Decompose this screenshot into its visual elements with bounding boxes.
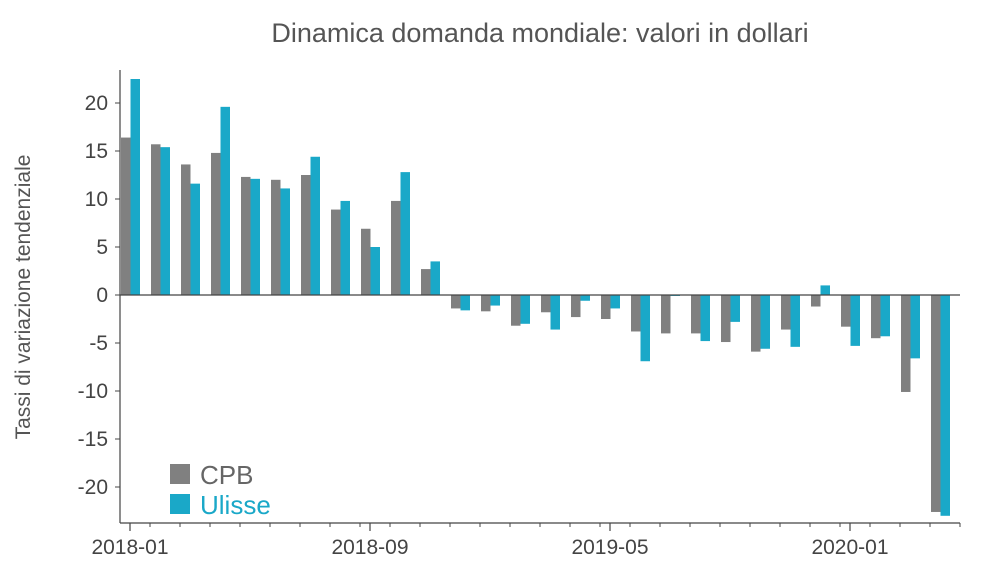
- bar-cpb: [601, 295, 611, 319]
- bar-cpb: [271, 179, 281, 295]
- bar-ulisse: [580, 295, 590, 301]
- bars: [121, 79, 950, 516]
- bar-ulisse: [250, 178, 260, 295]
- bar-cpb: [301, 175, 311, 295]
- bar-cpb: [121, 137, 131, 295]
- bar-ulisse: [730, 295, 740, 322]
- bar-ulisse: [850, 295, 860, 346]
- bar-ulisse: [340, 200, 350, 295]
- bar-ulisse: [310, 156, 320, 295]
- bar-ulisse: [370, 247, 380, 295]
- axes: [119, 70, 960, 524]
- legend-label-ulisse: Ulisse: [200, 490, 271, 520]
- y-tick-label: -20: [78, 476, 108, 499]
- bar-ulisse: [550, 295, 560, 330]
- y-tick-label: 10: [85, 188, 108, 211]
- bar-cpb: [631, 295, 641, 332]
- y-tick-label: -15: [78, 428, 108, 451]
- bar-cpb: [241, 176, 251, 295]
- bar-ulisse: [430, 261, 440, 295]
- bar-ulisse: [610, 295, 620, 309]
- legend: CPB Ulisse: [170, 460, 271, 520]
- y-tick-label: 15: [85, 140, 108, 163]
- y-tick-label: 0: [96, 284, 108, 307]
- bar-cpb: [571, 295, 581, 318]
- bar-ulisse: [910, 295, 920, 359]
- bar-cpb: [151, 144, 161, 295]
- y-tick-label: -10: [78, 380, 108, 403]
- bar-cpb: [871, 295, 881, 339]
- bar-ulisse: [880, 295, 890, 337]
- bar-cpb: [931, 295, 941, 512]
- bar-ulisse: [400, 172, 410, 295]
- bar-cpb: [781, 295, 791, 330]
- bar-cpb: [421, 269, 431, 295]
- bar-ulisse: [640, 295, 650, 362]
- legend-label-cpb: CPB: [200, 460, 253, 490]
- legend-swatch-ulisse: [170, 494, 190, 514]
- bar-ulisse: [940, 295, 950, 516]
- bar-ulisse: [160, 147, 170, 295]
- x-tick-label: 2019-05: [571, 536, 648, 559]
- bar-ulisse: [520, 295, 530, 324]
- bar-ulisse: [700, 295, 710, 342]
- bar-cpb: [541, 295, 551, 313]
- y-tick-label: 5: [96, 236, 108, 259]
- bar-ulisse: [190, 183, 200, 295]
- bar-ulisse: [760, 295, 770, 349]
- bar-cpb: [751, 295, 761, 352]
- bar-cpb: [661, 295, 671, 334]
- x-tick-label: 2020-01: [811, 536, 888, 559]
- bar-cpb: [211, 152, 221, 295]
- bar-ulisse: [790, 295, 800, 347]
- bar-cpb: [451, 295, 461, 309]
- bar-cpb: [361, 228, 371, 295]
- y-axis: 20 15 10 5 0 -5 -10 -15 -20: [78, 92, 120, 499]
- bar-ulisse: [280, 188, 290, 295]
- bar-ulisse: [460, 295, 470, 311]
- bar-cpb: [811, 295, 821, 307]
- x-tick-label: 2018-09: [331, 536, 408, 559]
- bar-cpb: [181, 164, 191, 295]
- bar-cpb: [391, 200, 401, 295]
- y-tick-label: 20: [85, 92, 108, 115]
- y-axis-label: Tassi di variazione tendenziale: [12, 155, 35, 440]
- bar-cpb: [511, 295, 521, 326]
- legend-swatch-cpb: [170, 464, 190, 484]
- bar-cpb: [691, 295, 701, 334]
- bar-ulisse: [820, 285, 830, 295]
- bar-ulisse: [220, 106, 230, 295]
- bar-ulisse: [130, 79, 140, 295]
- chart-title: Dinamica domanda mondiale: valori in dol…: [271, 18, 808, 48]
- y-tick-label: -5: [89, 332, 108, 355]
- bar-cpb: [841, 295, 851, 327]
- bar-cpb: [721, 295, 731, 343]
- bar-cpb: [331, 209, 341, 295]
- x-tick-label: 2018-01: [91, 536, 168, 559]
- bar-cpb: [481, 295, 491, 312]
- bar-cpb: [901, 295, 911, 392]
- bar-ulisse: [490, 295, 500, 306]
- x-axis: 2018-01 2018-09 2019-05 2020-01: [91, 523, 961, 559]
